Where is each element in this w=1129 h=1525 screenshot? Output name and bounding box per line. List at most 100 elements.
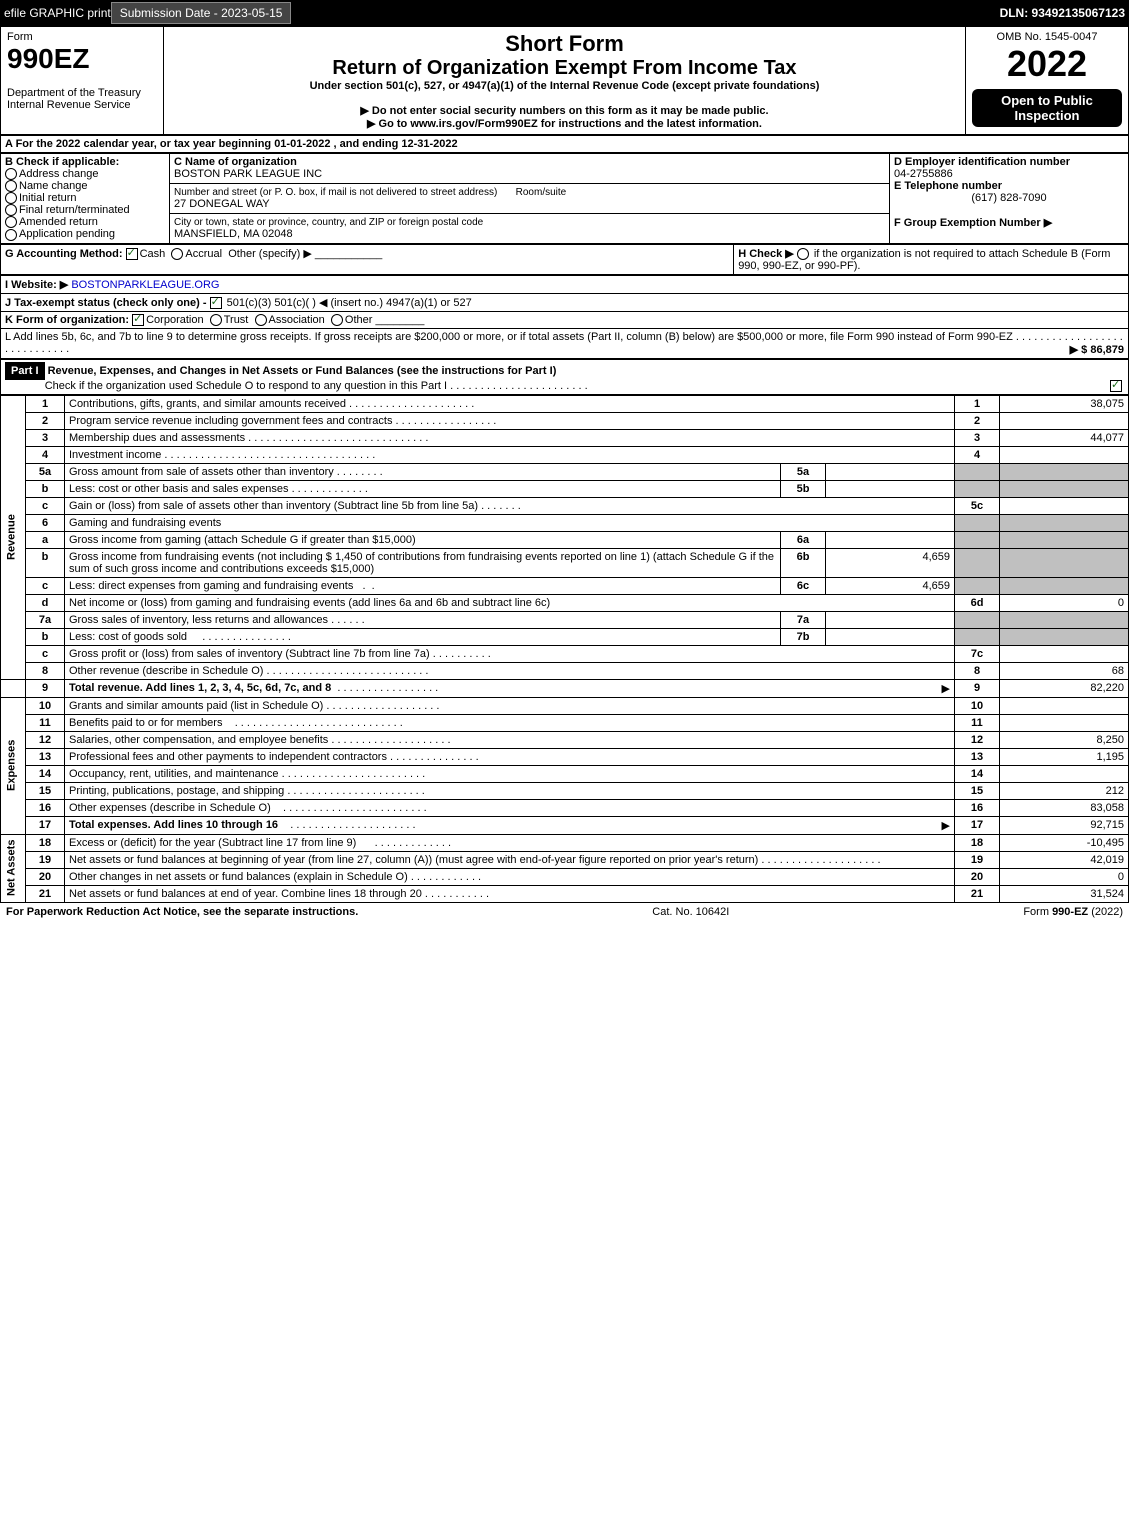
b-opt-0: Address change [19, 168, 99, 180]
form-word: Form [7, 31, 33, 43]
line-17-arrow: ▶ [942, 819, 950, 832]
line-7b-grayval [1000, 628, 1129, 645]
f-label: F Group Exemption Number ▶ [894, 217, 1052, 229]
line-1-col: 1 [955, 395, 1000, 412]
application-pending-radio[interactable] [5, 229, 17, 241]
j-opts: 501(c)(3) 501(c)( ) ◀ (insert no.) 4947(… [227, 297, 472, 309]
line-15-desc: Printing, publications, postage, and shi… [69, 785, 284, 797]
address-change-radio[interactable] [5, 168, 17, 180]
line-20-num: 20 [26, 868, 65, 885]
line-20-desc: Other changes in net assets or fund bala… [69, 871, 408, 883]
street-value: 27 DONEGAL WAY [174, 198, 270, 210]
part1-title: Revenue, Expenses, and Changes in Net As… [48, 365, 557, 377]
goto-text: ▶ Go to www.irs.gov/Form990EZ for instru… [170, 117, 959, 130]
section-a-table: A For the 2022 calendar year, or tax yea… [0, 135, 1129, 153]
form-center-col: Short Form Return of Organization Exempt… [164, 27, 965, 134]
b-opt-4: Amended return [19, 216, 98, 228]
k-assoc-radio[interactable] [255, 314, 267, 326]
line-14-num: 14 [26, 765, 65, 782]
line-5c-text: Gain or (loss) from sale of assets other… [65, 497, 955, 514]
line-12-text: Salaries, other compensation, and employ… [65, 731, 955, 748]
line-4-text: Investment income . . . . . . . . . . . … [65, 446, 955, 463]
line-9-desc: Total revenue. Add lines 1, 2, 3, 4, 5c,… [69, 682, 331, 694]
line-6d-text: Net income or (loss) from gaming and fun… [65, 594, 955, 611]
line-13-text: Professional fees and other payments to … [65, 748, 955, 765]
line-7c-desc: Gross profit or (loss) from sales of inv… [69, 648, 430, 660]
line-7b-boxval [826, 628, 955, 645]
b-label: B Check if applicable: [5, 156, 119, 168]
line-2-text: Program service revenue including govern… [65, 412, 955, 429]
line-17-num: 17 [26, 816, 65, 834]
b-opt-1: Name change [19, 180, 88, 192]
h-radio[interactable] [797, 248, 809, 260]
line-6c-text: Less: direct expenses from gaming and fu… [65, 577, 781, 594]
part1-header-table: Part I Revenue, Expenses, and Changes in… [0, 359, 1129, 395]
line-21-val: 31,524 [1000, 885, 1129, 902]
line-11-col: 11 [955, 714, 1000, 731]
final-return-radio[interactable] [5, 204, 17, 216]
tax-year: 2022 [972, 43, 1122, 85]
submission-date-button[interactable]: Submission Date - 2023-05-15 [111, 2, 292, 24]
line-7b-box: 7b [781, 628, 826, 645]
k-other-radio[interactable] [331, 314, 343, 326]
line-10-num: 10 [26, 697, 65, 714]
line-4-val [1000, 446, 1129, 463]
line-6b-graycol [955, 548, 1000, 577]
line-5c-num: c [26, 497, 65, 514]
line-6b-grayval [1000, 548, 1129, 577]
line-5b-graycol [955, 480, 1000, 497]
part1-checkbox[interactable] [1110, 380, 1122, 392]
line-7c-text: Gross profit or (loss) from sales of inv… [65, 645, 955, 662]
gh-table: G Accounting Method: Cash Accrual Other … [0, 244, 1129, 275]
line-17-text: Total expenses. Add lines 10 through 16 … [65, 816, 955, 834]
line-13-val: 1,195 [1000, 748, 1129, 765]
line-16-num: 16 [26, 799, 65, 816]
line-9-val: 82,220 [1000, 679, 1129, 697]
line-6c-num: c [26, 577, 65, 594]
j-501c3-checkbox[interactable] [210, 297, 222, 309]
line-21-num: 21 [26, 885, 65, 902]
amended-return-radio[interactable] [5, 216, 17, 228]
line-6b-box: 6b [781, 548, 826, 577]
section-h: H Check ▶ if the organization is not req… [734, 244, 1129, 274]
website-link[interactable]: BOSTONPARKLEAGUE.ORG [71, 279, 219, 291]
k-trust-radio[interactable] [210, 314, 222, 326]
line-7b-text: Less: cost of goods sold . . . . . . . .… [65, 628, 781, 645]
section-j: J Tax-exempt status (check only one) - 5… [1, 293, 1129, 311]
line-9-arrow: ▶ [942, 682, 950, 695]
line-7a-grayval [1000, 611, 1129, 628]
line-8-desc: Other revenue (describe in Schedule O) [69, 665, 263, 677]
warning-text: ▶ Do not enter social security numbers o… [170, 104, 959, 117]
line-5a-graycol [955, 463, 1000, 480]
cash-checkbox[interactable] [126, 248, 138, 260]
footer-mid: Cat. No. 10642I [652, 906, 729, 918]
d-label: D Employer identification number [894, 156, 1070, 168]
line-12-col: 12 [955, 731, 1000, 748]
name-change-radio[interactable] [5, 180, 17, 192]
line-7a-box: 7a [781, 611, 826, 628]
line-16-col: 16 [955, 799, 1000, 816]
section-c-name: C Name of organization BOSTON PARK LEAGU… [170, 154, 890, 184]
line-5c-val [1000, 497, 1129, 514]
l-amt: ▶ $ 86,879 [1070, 343, 1124, 356]
line-6b-text: Gross income from fundraising events (no… [65, 548, 781, 577]
revenue-section-label: Revenue [1, 395, 26, 679]
part1-header-cell: Part I Revenue, Expenses, and Changes in… [1, 359, 1129, 394]
line-5b-grayval [1000, 480, 1129, 497]
irs-label: Internal Revenue Service [7, 99, 131, 111]
line-3-num: 3 [26, 429, 65, 446]
line-15-num: 15 [26, 782, 65, 799]
accrual-radio[interactable] [171, 248, 183, 260]
line-3-text: Membership dues and assessments . . . . … [65, 429, 955, 446]
line-10-text: Grants and similar amounts paid (list in… [65, 697, 955, 714]
line-6a-num: a [26, 531, 65, 548]
line-2-col: 2 [955, 412, 1000, 429]
dept-label: Department of the Treasury [7, 87, 141, 99]
line-6a-text: Gross income from gaming (attach Schedul… [65, 531, 781, 548]
line-6c-grayval [1000, 577, 1129, 594]
line-11-desc: Benefits paid to or for members [69, 717, 222, 729]
k-corp-checkbox[interactable] [132, 314, 144, 326]
line-6-graycol [955, 514, 1000, 531]
initial-return-radio[interactable] [5, 192, 17, 204]
section-l: L Add lines 5b, 6c, and 7b to line 9 to … [1, 328, 1129, 358]
